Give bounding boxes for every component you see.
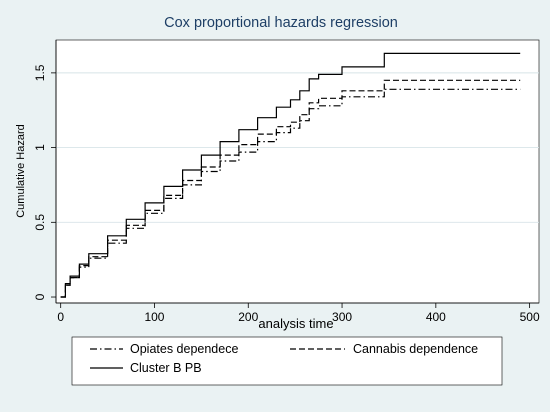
x-tick-label: 100 bbox=[144, 310, 164, 324]
legend-label-cannabis-dependence: Cannabis dependence bbox=[353, 342, 478, 356]
chart-title: Cox proportional hazards regression bbox=[164, 15, 398, 31]
x-tick-label: 400 bbox=[426, 310, 446, 324]
legend: Opiates dependece Cannabis dependence Clus… bbox=[90, 342, 478, 375]
legend-label-cluster-b-pb: Cluster B PB bbox=[130, 361, 202, 375]
legend-box bbox=[71, 336, 503, 386]
series-line-opiates-dependece bbox=[60, 88, 521, 298]
grid-lines bbox=[56, 72, 539, 223]
series-line-cluster-b-pb bbox=[60, 52, 521, 298]
y-axis-label: Cumulative Hazard bbox=[15, 124, 27, 218]
x-tick-label: 500 bbox=[520, 310, 540, 324]
series-line-cannabis-dependence bbox=[60, 79, 521, 298]
y-tick-label: 1 bbox=[33, 144, 47, 151]
x-axis-label: analysis time bbox=[258, 316, 333, 331]
x-tick-label: 300 bbox=[332, 310, 352, 324]
series-lines bbox=[60, 52, 521, 298]
axis-ticks: 0 0.5 1 1.5 0 100 200 300 400 500 bbox=[33, 64, 540, 324]
x-tick-label: 0 bbox=[57, 310, 64, 324]
legend-label-opiates-dependece: Opiates dependece bbox=[130, 342, 238, 356]
x-tick-label: 200 bbox=[238, 310, 258, 324]
y-tick-label: 0.5 bbox=[33, 214, 47, 231]
y-tick-label: 1.5 bbox=[33, 64, 47, 81]
y-tick-label: 0 bbox=[33, 293, 47, 300]
plot-area bbox=[55, 39, 540, 304]
